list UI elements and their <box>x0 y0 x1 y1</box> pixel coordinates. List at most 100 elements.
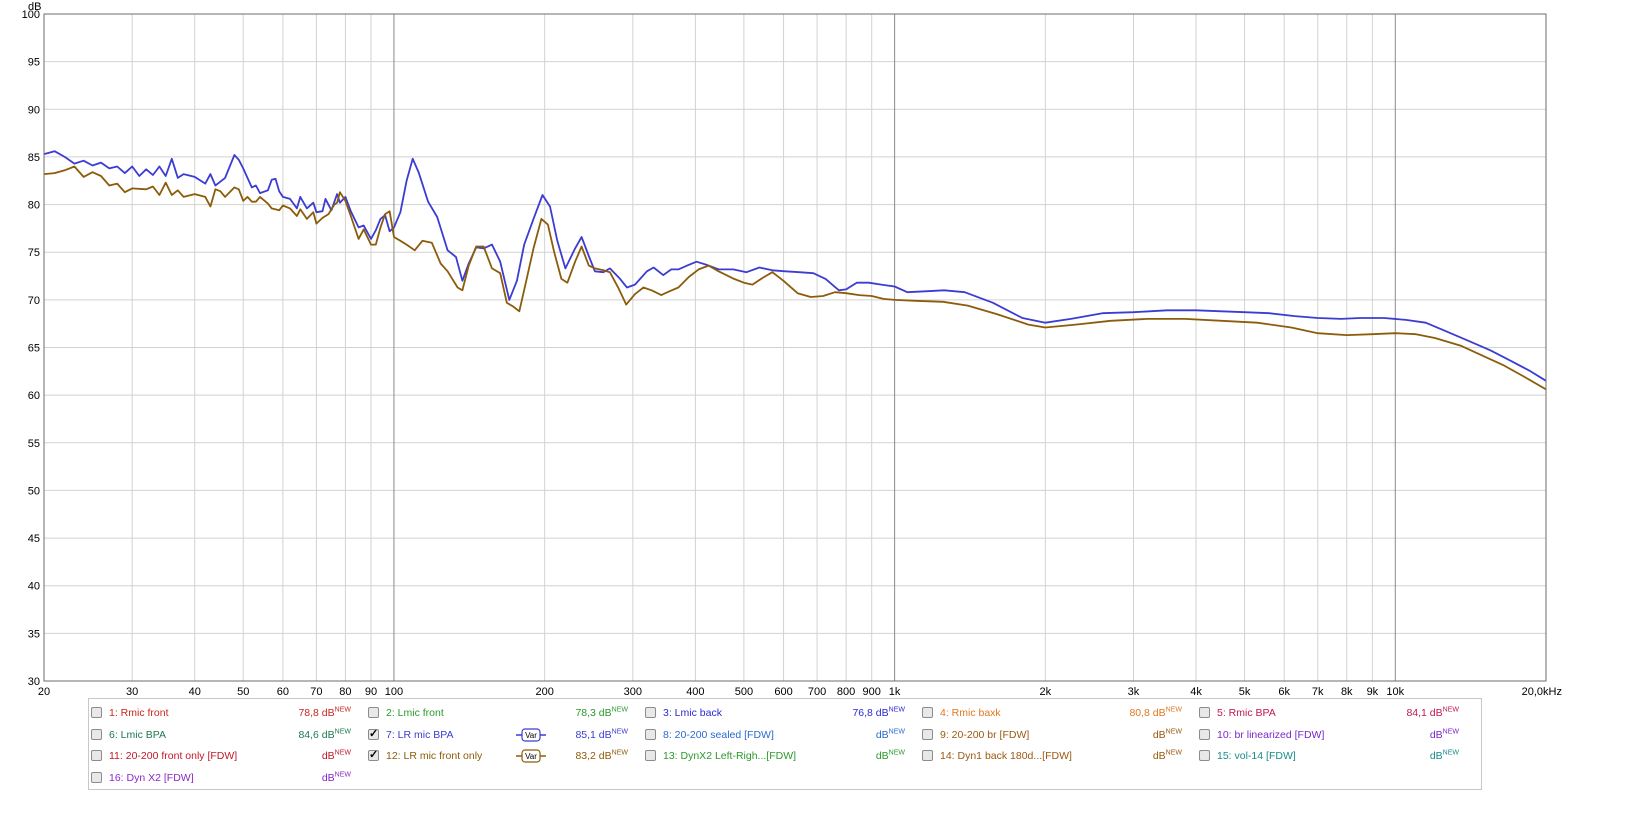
legend-checkbox[interactable]: ✓ <box>368 727 379 740</box>
legend-item[interactable]: 13: DynX2 Left-Righ...[FDW] dBNEW <box>645 746 905 766</box>
y-tick-label: 45 <box>28 533 40 545</box>
legend-item[interactable]: 14: Dyn1 back 180d...[FDW] dBNEW <box>922 746 1182 766</box>
y-tick-label: 65 <box>28 343 40 355</box>
legend-new-badge: NEW <box>1165 706 1182 714</box>
x-tick-label: 7k <box>1312 686 1324 698</box>
x-tick-label: 6k <box>1278 686 1290 698</box>
x-axis-tick-labels: 20 30 40 50 60 70 80 90 100 200 300 400 500 600 700 800… <box>38 686 1562 698</box>
y-tick-label: 80 <box>28 200 40 212</box>
series-line <box>43 150 1547 382</box>
x-tick-label: 40 <box>189 686 201 698</box>
legend-checkbox[interactable] <box>91 707 102 718</box>
legend-label: 3: Lmic back <box>663 707 722 719</box>
x-tick-label: 30 <box>126 686 138 698</box>
legend-checkbox[interactable] <box>922 728 933 740</box>
legend-item[interactable]: 16: Dyn X2 [FDW] dBNEW <box>91 768 351 788</box>
legend-value: 78,8 dBNEW <box>298 706 351 720</box>
legend-value: dBNEW <box>1152 749 1182 763</box>
y-tick-label: 35 <box>28 628 40 640</box>
legend-checkbox[interactable] <box>645 750 656 761</box>
legend-item[interactable]: 6: Lmic BPA 84,6 dBNEW <box>91 725 351 745</box>
legend-new-badge: NEW <box>611 749 628 757</box>
x-tick-label: 1k <box>889 686 901 698</box>
y-tick-label: 100 <box>22 9 40 21</box>
legend-item[interactable]: ✓ 12: LR mic front only Var 83,2 dBNEW <box>368 746 628 766</box>
legend-value: dBNEW <box>875 728 905 741</box>
legend-label: 14: Dyn1 back 180d...[FDW] <box>940 750 1072 762</box>
legend-item[interactable]: 11: 20-200 front only [FDW] dBNEW <box>91 746 351 766</box>
legend-checkbox[interactable] <box>91 728 102 740</box>
y-axis-tick-labels: 30 35 40 45 50 55 60 65 70 75 80 85 90 95 100 <box>22 9 40 688</box>
x-tick-label: 20 <box>38 686 50 698</box>
legend-new-badge: NEW <box>888 728 905 735</box>
legend-value: 84,6 dBNEW <box>298 728 351 741</box>
legend-value: dBNEW <box>1429 749 1459 763</box>
legend-new-badge: NEW <box>1442 706 1459 714</box>
legend-item[interactable]: 5: Rmic BPA 84,1 dBNEW <box>1199 703 1459 723</box>
x-tick-label: 800 <box>837 686 855 698</box>
x-tick-label: 70 <box>310 686 322 698</box>
legend-item[interactable]: ✓ 7: LR mic BPA Var 85,1 dBNEW <box>368 725 628 745</box>
legend-checkbox[interactable] <box>1199 750 1210 761</box>
x-tick-label: 700 <box>808 686 826 698</box>
legend-checkbox[interactable] <box>1199 707 1210 718</box>
legend-checkbox[interactable] <box>922 750 933 761</box>
legend-label: 5: Rmic BPA <box>1217 707 1276 719</box>
legend-value: dBNEW <box>1152 728 1182 741</box>
legend-item[interactable]: 8: 20-200 sealed [FDW] dBNEW <box>645 725 905 745</box>
legend-checkbox[interactable] <box>645 728 656 740</box>
legend-item[interactable]: 9: 20-200 br [FDW] dBNEW <box>922 725 1182 745</box>
y-tick-label: 85 <box>28 152 40 164</box>
y-tick-label: 60 <box>28 390 40 402</box>
series-line <box>43 165 1547 391</box>
legend-item[interactable]: 2: Lmic front 78,3 dBNEW <box>368 703 628 723</box>
legend-new-badge: NEW <box>888 706 905 714</box>
legend-label: 12: LR mic front only <box>386 750 483 762</box>
grid-lines <box>43 13 1547 682</box>
legend-item[interactable]: 4: Rmic baxk 80,8 dBNEW <box>922 703 1182 723</box>
legend-value: dBNEW <box>875 749 905 763</box>
legend-label: 16: Dyn X2 [FDW] <box>109 771 194 784</box>
x-tick-label: 400 <box>686 686 704 698</box>
legend-item[interactable]: 1: Rmic front 78,8 dBNEW <box>91 703 351 723</box>
x-tick-label: 50 <box>237 686 249 698</box>
y-tick-label: 55 <box>28 438 40 450</box>
legend-checkbox[interactable] <box>91 771 102 783</box>
legend-new-badge: NEW <box>334 706 351 714</box>
y-tick-label: 75 <box>28 247 40 259</box>
legend-label: 4: Rmic baxk <box>940 707 1001 719</box>
y-tick-label: 90 <box>28 104 40 116</box>
legend-item[interactable]: 15: vol-14 [FDW] dBNEW <box>1199 746 1459 766</box>
legend-checkbox[interactable] <box>368 707 379 718</box>
y-tick-label: 30 <box>28 676 40 688</box>
legend-item[interactable]: 3: Lmic back 76,8 dBNEW <box>645 703 905 723</box>
legend-value: 76,8 dBNEW <box>852 706 905 720</box>
legend-item[interactable]: 10: br linearized [FDW] dBNEW <box>1199 725 1459 745</box>
legend-new-badge: NEW <box>334 771 351 778</box>
legend-checkbox[interactable] <box>91 750 102 761</box>
legend-checkbox[interactable] <box>922 707 933 718</box>
y-axis-unit-label: dB <box>28 1 41 13</box>
legend-value: dBNEW <box>321 749 351 763</box>
x-tick-label: 900 <box>863 686 881 698</box>
legend-value: 78,3 dBNEW <box>575 706 628 720</box>
legend-new-badge: NEW <box>334 749 351 757</box>
legend-checkbox[interactable] <box>645 707 656 718</box>
legend-var-swatch[interactable]: Var <box>516 727 546 742</box>
x-tick-label: 4k <box>1190 686 1202 698</box>
x-tick-label: 5k <box>1239 686 1251 698</box>
x-tick-label: 2k <box>1040 686 1052 698</box>
legend-label: 2: Lmic front <box>386 707 444 719</box>
legend-checkbox[interactable]: ✓ <box>368 749 379 761</box>
x-tick-label: 200 <box>535 686 553 698</box>
legend-label: 8: 20-200 sealed [FDW] <box>663 728 774 741</box>
legend-label: 1: Rmic front <box>109 707 169 719</box>
legend-var-swatch[interactable]: Var <box>516 749 546 763</box>
x-tick-label: 80 <box>339 686 351 698</box>
x-tick-label: 3k <box>1128 686 1140 698</box>
legend-value: 83,2 dBNEW <box>575 749 628 763</box>
legend-checkbox[interactable] <box>1199 728 1210 740</box>
legend-new-badge: NEW <box>1442 749 1459 757</box>
legend-label: 10: br linearized [FDW] <box>1217 728 1325 741</box>
